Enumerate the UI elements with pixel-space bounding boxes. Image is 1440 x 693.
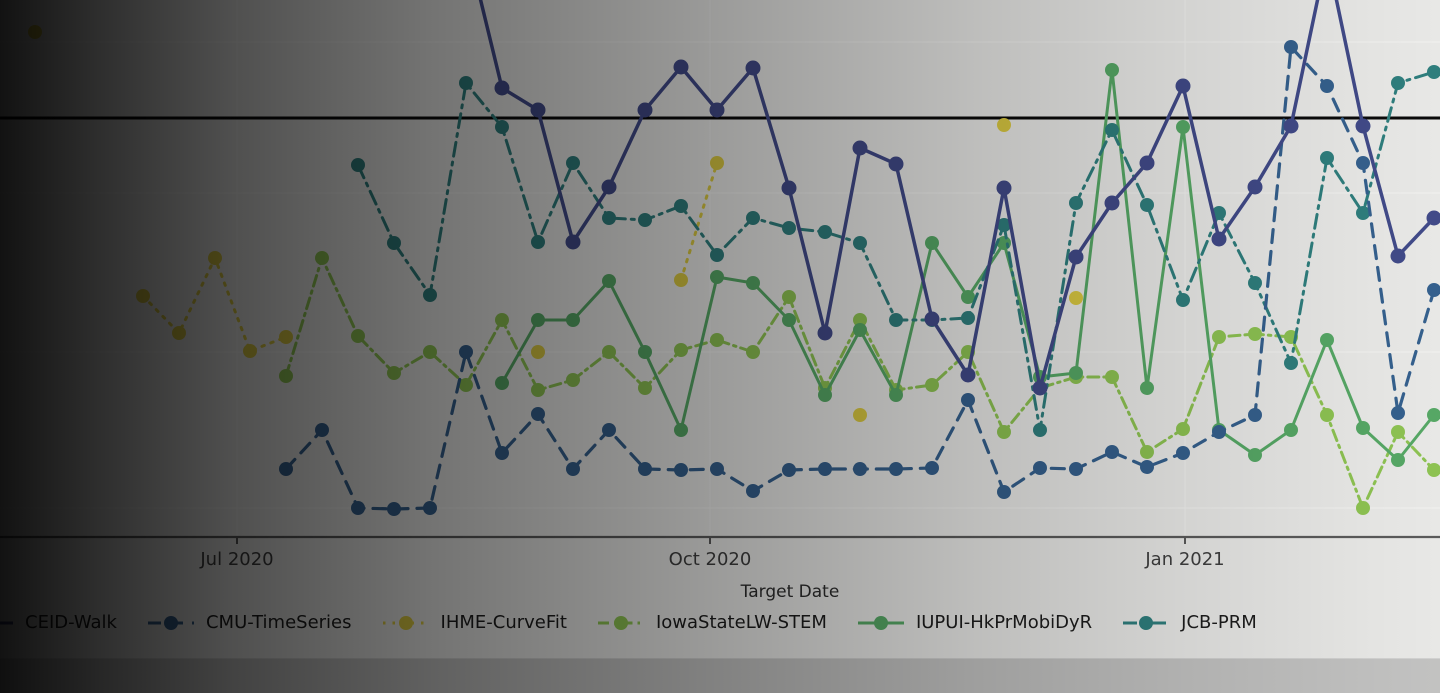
x-axis-title: Target Date <box>740 582 840 602</box>
legend-line-marker-icon <box>857 615 904 630</box>
legend-item: CMU-TimeSeries <box>147 612 352 633</box>
legend-item: IowaStateLW-STEM <box>597 612 827 633</box>
legend-line-marker-icon <box>382 615 429 630</box>
x-tick-label: Jan 2021 <box>1145 549 1225 570</box>
legend-item: CEID-Walk <box>0 612 117 633</box>
legend-item-label: CMU-TimeSeries <box>205 612 352 633</box>
legend-item: JCB-PRM <box>1122 612 1257 633</box>
legend-item-label: IowaStateLW-STEM <box>655 612 827 633</box>
x-tick-label: Oct 2020 <box>668 549 752 570</box>
legend-item-label: JCB-PRM <box>1181 612 1257 633</box>
gridlines <box>0 0 1440 537</box>
legend-item-label: IUPUI-HkPrMobiDyR <box>915 612 1093 633</box>
series-IHME-CurveFit <box>28 25 1083 422</box>
legend-line-marker-icon <box>597 615 644 630</box>
legend-item-label: IHME-CurveFit <box>440 612 567 633</box>
legend-item-label: CEID-Walk <box>25 612 117 633</box>
legend: CEID-Walk CMU-TimeSeries IHME-CurveFit I… <box>0 612 1257 633</box>
series-JCB-PRM <box>351 65 1440 437</box>
series-CMU-TimeSeries <box>279 40 1440 516</box>
legend-item: IHME-CurveFit <box>382 612 567 633</box>
legend-item: IUPUI-HkPrMobiDyR <box>857 612 1092 633</box>
x-tick-label: Jul 2020 <box>200 549 274 570</box>
legend-line-marker-icon <box>147 615 194 630</box>
legend-line-marker-icon <box>0 621 13 624</box>
legend-line-marker-icon <box>1123 615 1170 630</box>
